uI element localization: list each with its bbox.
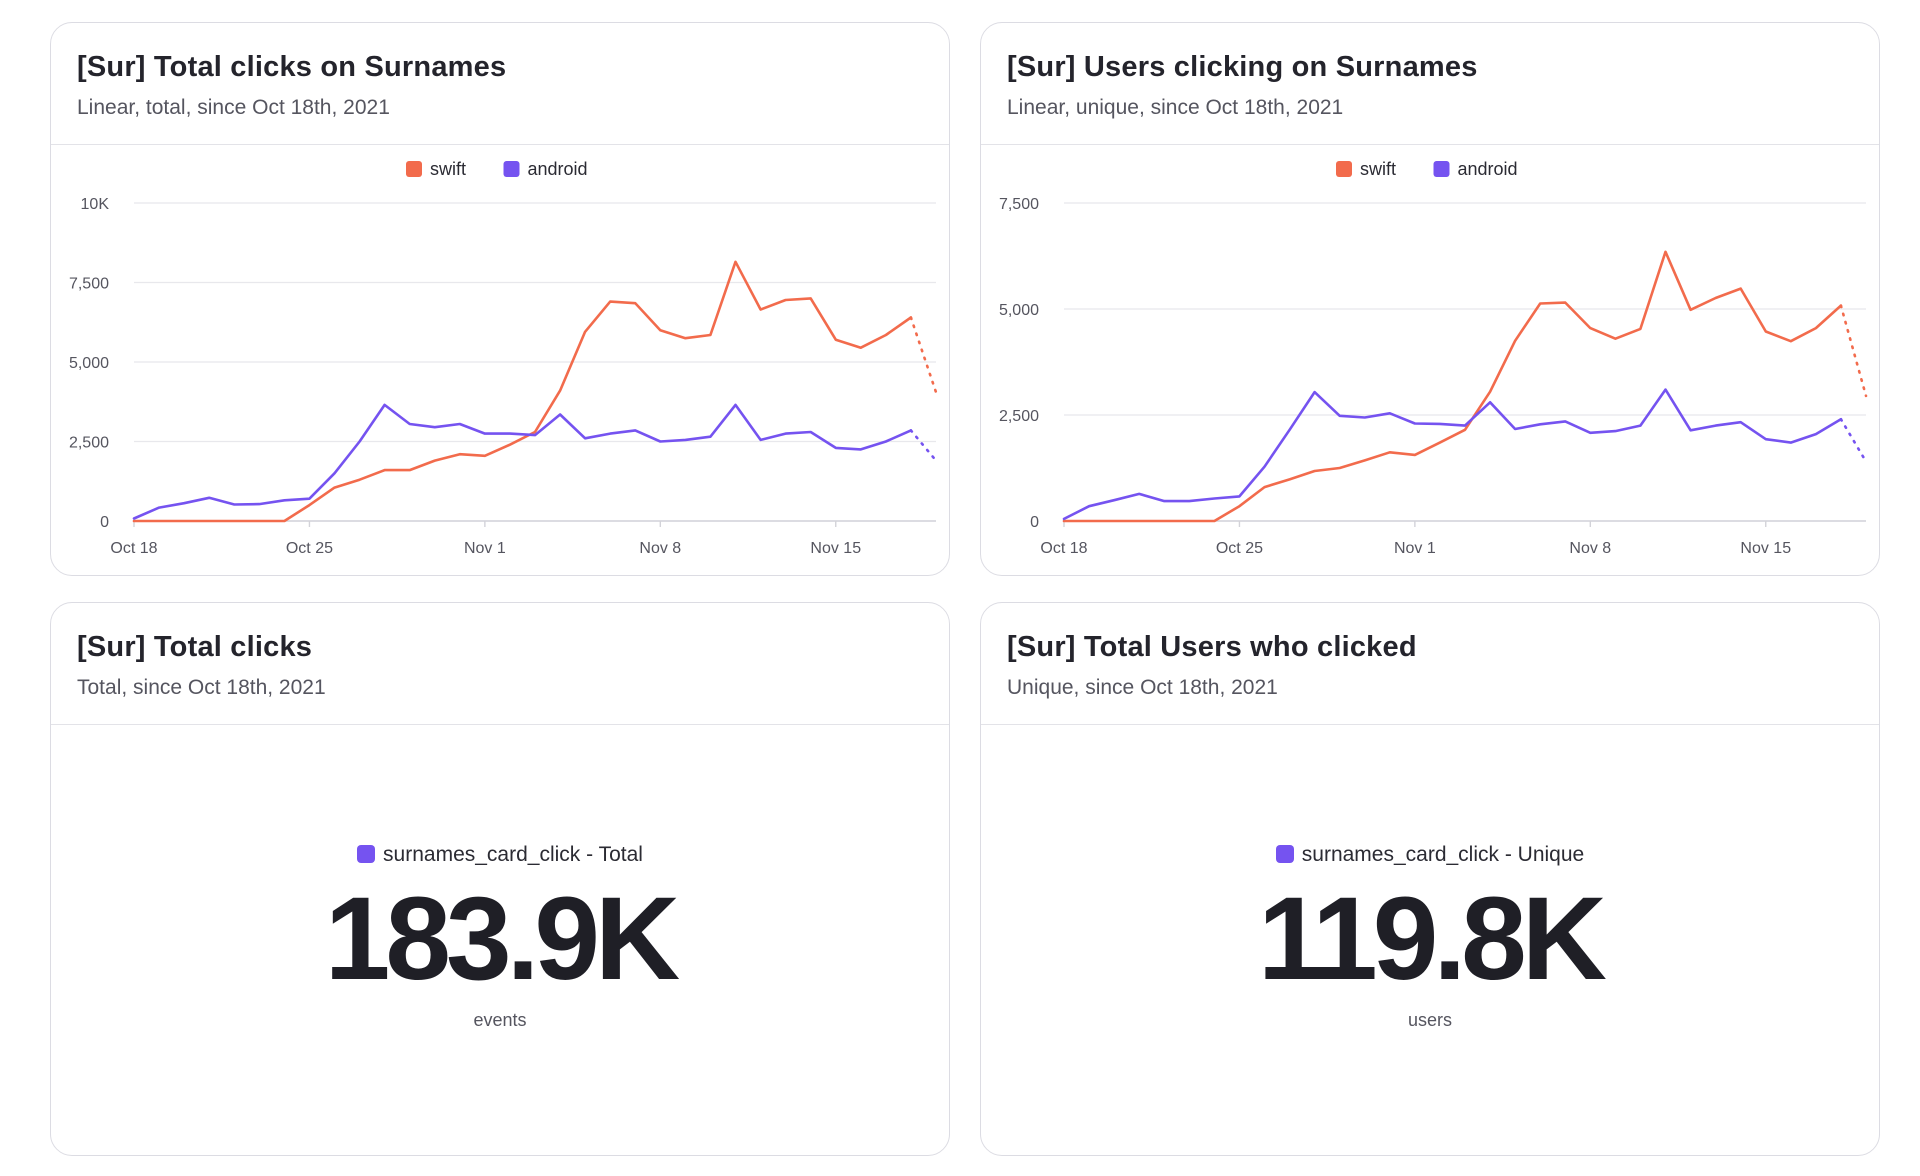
legend-swatch-icon xyxy=(1275,845,1294,863)
card-title[interactable]: [Sur] Total clicks on Surnames xyxy=(77,51,507,83)
series-line-android[interactable] xyxy=(1062,388,1843,521)
x-tick-label: Oct 18 xyxy=(110,540,157,557)
kpi-value: 183.9K xyxy=(324,873,681,1005)
series-partial-line-android xyxy=(1839,417,1868,463)
kpi-unit: events xyxy=(473,1010,527,1030)
series-line-swift[interactable] xyxy=(132,260,913,523)
x-tick-label: Nov 8 xyxy=(639,540,681,557)
kpi-legend-label: surnames_card_click - Unique xyxy=(1301,843,1585,866)
card-header: [Sur] Total clicks on Surnames Linear, t… xyxy=(51,23,949,145)
legend-swatch-swift xyxy=(406,161,422,177)
card-title[interactable]: [Sur] Users clicking on Surnames xyxy=(1007,51,1478,83)
card-title[interactable]: [Sur] Total Users who clicked xyxy=(1007,631,1417,663)
legend-swatch-android xyxy=(1433,161,1450,177)
card-subtitle: Linear, total, since Oct 18th, 2021 xyxy=(77,96,390,119)
y-tick-label: 5,000 xyxy=(69,355,109,372)
card-header: [Sur] Users clicking on Surnames Linear,… xyxy=(981,23,1879,145)
total-clicks-chart-card[interactable]: [Sur] Total clicks on Surnames Linear, t… xyxy=(50,22,950,576)
legend-label-android: android xyxy=(528,159,588,179)
legend-swatch-swift xyxy=(1336,161,1352,177)
total-clicks-kpi-card[interactable]: [Sur] Total clicks Total, since Oct 18th… xyxy=(50,602,950,1156)
kpi-unit: users xyxy=(1407,1010,1452,1030)
y-tick-label: 2,500 xyxy=(999,408,1039,425)
kpi-body: surnames_card_click - Total 183.9K event… xyxy=(51,725,949,1151)
x-tick-label: Nov 8 xyxy=(1569,540,1611,557)
series-line-swift[interactable] xyxy=(1062,250,1843,523)
card-subtitle: Total, since Oct 18th, 2021 xyxy=(77,676,326,699)
card-title[interactable]: [Sur] Total clicks xyxy=(77,631,313,663)
legend-label-android: android xyxy=(1458,159,1518,179)
legend-swatch-icon xyxy=(357,845,376,863)
kpi-body: surnames_card_click - Unique 119.8K user… xyxy=(981,725,1879,1151)
series-partial-line-android xyxy=(909,429,938,462)
x-tick-label: Nov 15 xyxy=(1740,540,1791,557)
x-tick-label: Oct 25 xyxy=(286,540,333,557)
y-tick-label: 5,000 xyxy=(999,302,1039,319)
series-partial-line-swift xyxy=(1839,304,1868,398)
total-users-kpi-card[interactable]: [Sur] Total Users who clicked Unique, si… xyxy=(980,602,1880,1156)
kpi-legend-label: surnames_card_click - Total xyxy=(383,843,643,866)
y-tick-label: 7,500 xyxy=(999,196,1039,213)
users-clicking-line-chart[interactable]: 0 2,500 5,000 7,500 Oct 18 Oct 25 Nov 1 Nov 8 No… xyxy=(981,145,1880,575)
users-clicking-chart-card[interactable]: [Sur] Users clicking on Surnames Linear,… xyxy=(980,22,1880,576)
series-line-android[interactable] xyxy=(132,403,913,520)
kpi-value: 119.8K xyxy=(1258,873,1607,1005)
card-header: [Sur] Total clicks Total, since Oct 18th… xyxy=(51,603,949,725)
y-tick-label: 2,500 xyxy=(69,435,109,452)
y-tick-label: 0 xyxy=(100,514,109,531)
legend-swatch-android xyxy=(503,161,520,177)
y-tick-label: 7,500 xyxy=(69,276,109,293)
total-clicks-line-chart[interactable]: 0 2,500 5,000 7,500 10K Oct 18 Oct 25 Nov 1 Nov … xyxy=(51,145,950,575)
x-tick-label: Oct 25 xyxy=(1216,540,1263,557)
x-tick-label: Nov 15 xyxy=(810,540,861,557)
x-tick-label: Oct 18 xyxy=(1040,540,1087,557)
kpi-legend: surnames_card_click - Total xyxy=(51,843,949,867)
chart-legend: swift android xyxy=(406,159,588,179)
card-subtitle: Linear, unique, since Oct 18th, 2021 xyxy=(1007,96,1344,119)
y-tick-label: 10K xyxy=(81,196,110,213)
chart-legend: swift android xyxy=(1336,159,1518,179)
x-tick-label: Nov 1 xyxy=(464,540,506,557)
legend-label-swift: swift xyxy=(1360,159,1396,179)
x-tick-label: Nov 1 xyxy=(1394,540,1436,557)
legend-label-swift: swift xyxy=(430,159,466,179)
card-subtitle: Unique, since Oct 18th, 2021 xyxy=(1007,676,1278,699)
card-header: [Sur] Total Users who clicked Unique, si… xyxy=(981,603,1879,725)
series-partial-line-swift xyxy=(909,316,938,394)
kpi-legend: surnames_card_click - Unique xyxy=(981,843,1879,867)
y-tick-label: 0 xyxy=(1030,514,1039,531)
